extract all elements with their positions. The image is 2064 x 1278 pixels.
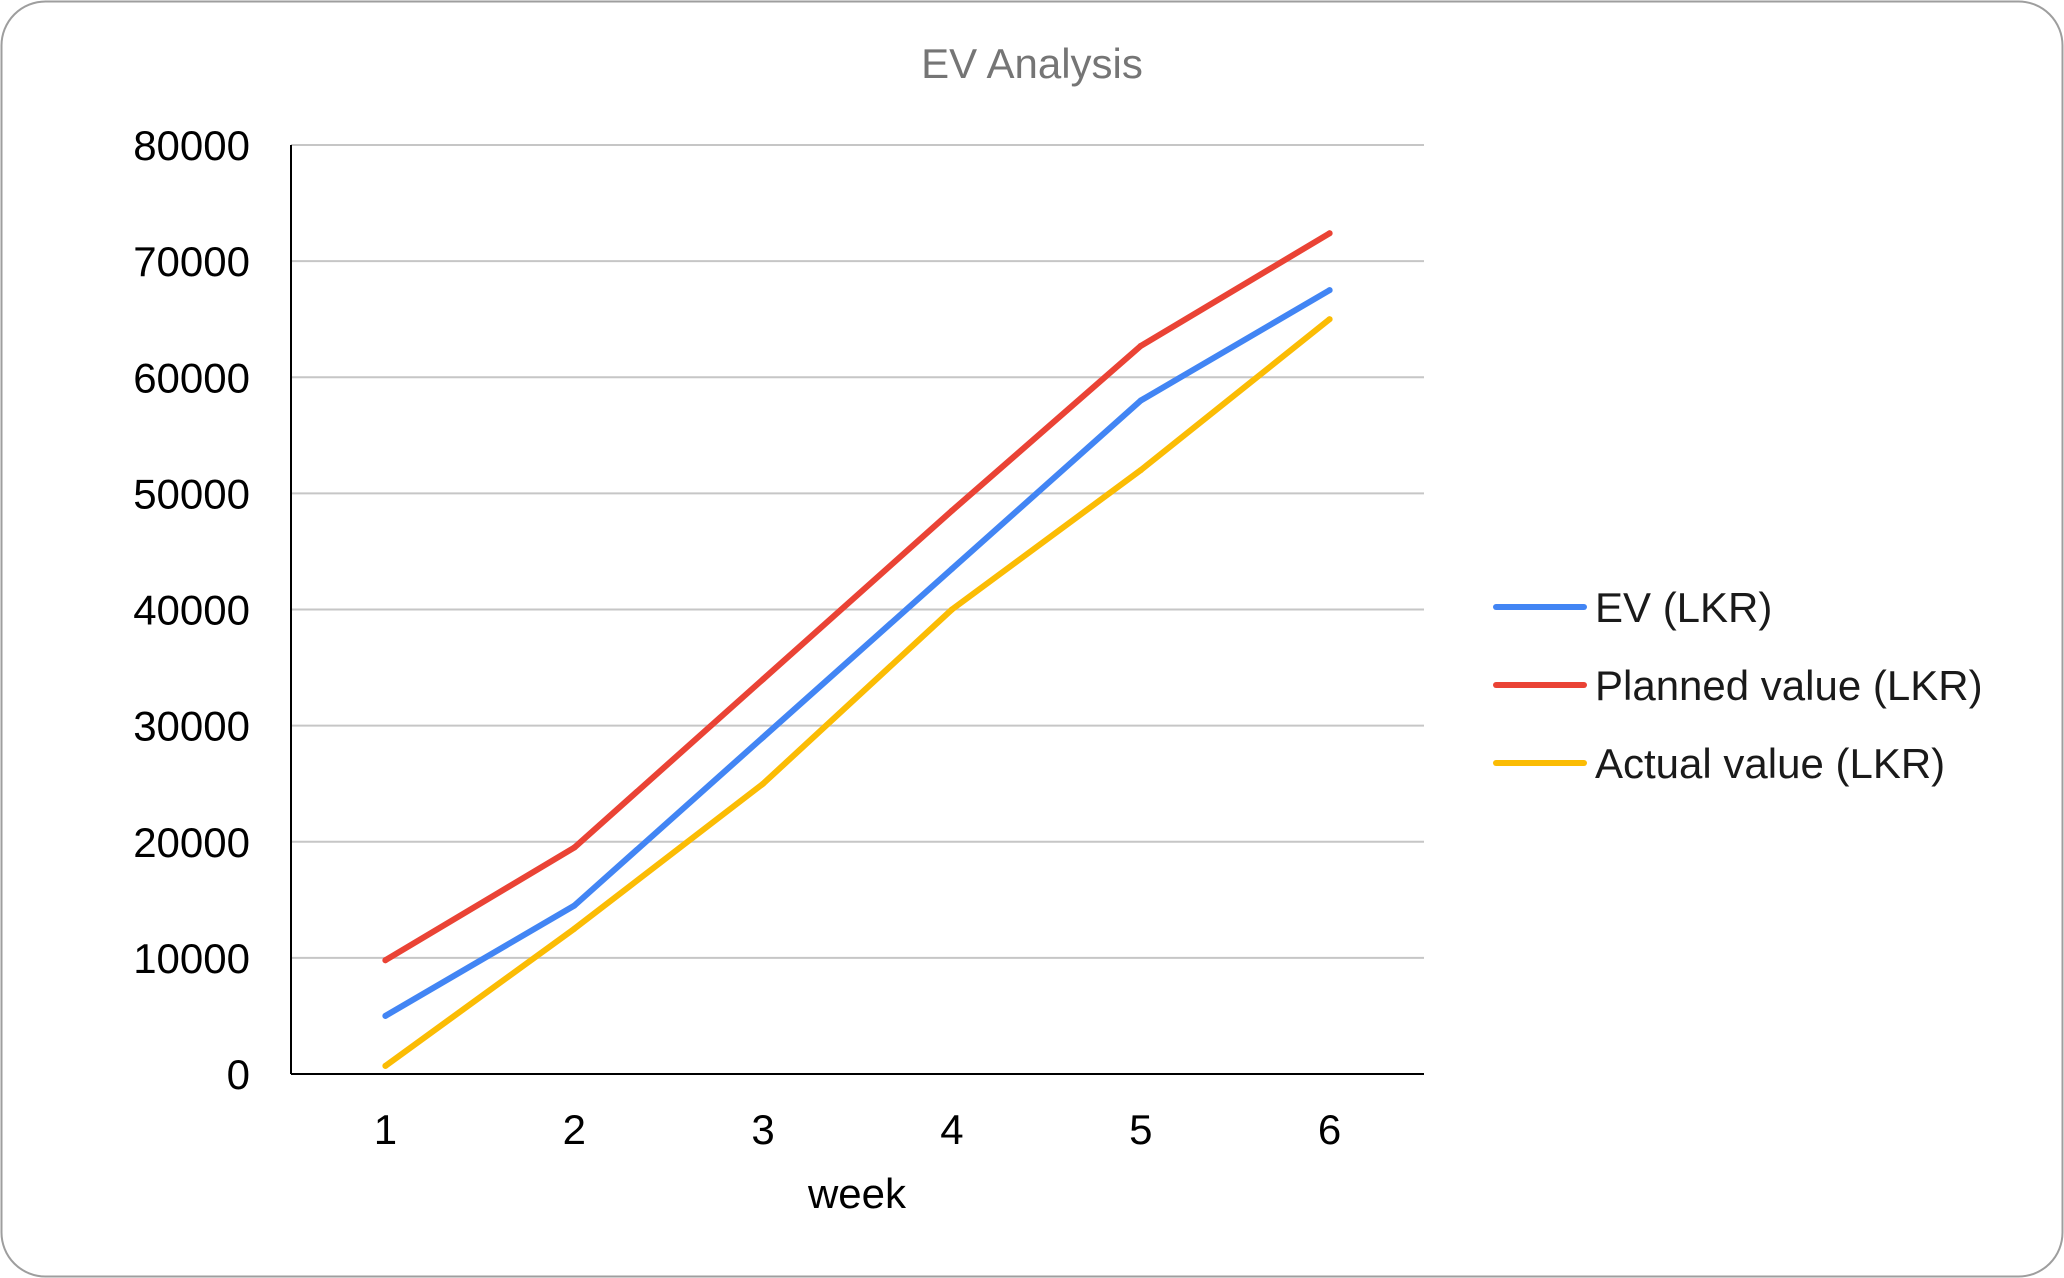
y-tick-label: 40000 — [133, 587, 250, 634]
legend: EV (LKR) Planned value (LKR) Actual value … — [1493, 584, 1983, 787]
axes — [290, 145, 1424, 1075]
x-tick-label: 3 — [751, 1106, 774, 1153]
x-axis-title: week — [807, 1170, 907, 1217]
legend-label: Actual value (LKR) — [1595, 740, 1945, 787]
y-tick-label: 20000 — [133, 819, 250, 866]
data-point — [1137, 467, 1144, 474]
x-tick-label: 4 — [940, 1106, 963, 1153]
y-tick-label: 30000 — [133, 703, 250, 750]
series-lines — [382, 230, 1333, 1069]
x-tick-label: 6 — [1318, 1106, 1341, 1153]
legend-label: Planned value (LKR) — [1595, 662, 1983, 709]
legend-label: EV (LKR) — [1595, 584, 1772, 631]
data-point — [1137, 397, 1144, 404]
data-point — [760, 676, 767, 683]
x-tick-label: 5 — [1129, 1106, 1152, 1153]
data-point — [382, 957, 389, 964]
chart-title: EV Analysis — [921, 40, 1143, 87]
data-point — [1326, 230, 1333, 237]
y-tick-label: 70000 — [133, 238, 250, 285]
data-point — [760, 734, 767, 741]
y-axis-ticks: 0 10000 20000 30000 40000 50000 60000 70000 8000… — [133, 122, 250, 1098]
y-tick-label: 0 — [227, 1051, 250, 1098]
data-point — [571, 925, 578, 932]
series-line — [382, 230, 1333, 964]
series-line — [382, 287, 1333, 1019]
y-tick-label: 80000 — [133, 122, 250, 169]
x-tick-label: 2 — [563, 1106, 586, 1153]
gridlines — [291, 144, 1424, 959]
y-tick-label: 50000 — [133, 470, 250, 517]
data-point — [382, 1062, 389, 1069]
x-tick-label: 1 — [374, 1106, 397, 1153]
data-point — [571, 902, 578, 909]
data-point — [1326, 316, 1333, 323]
data-point — [382, 1012, 389, 1019]
x-axis-ticks: 1 2 3 4 5 6 — [374, 1106, 1342, 1153]
series-line — [382, 316, 1333, 1069]
y-tick-label: 10000 — [133, 935, 250, 982]
data-point — [948, 606, 955, 613]
data-point — [948, 507, 955, 514]
data-point — [1326, 287, 1333, 294]
y-tick-label: 60000 — [133, 354, 250, 401]
data-point — [1137, 342, 1144, 349]
data-point — [948, 565, 955, 572]
data-point — [571, 844, 578, 851]
data-point — [760, 780, 767, 787]
